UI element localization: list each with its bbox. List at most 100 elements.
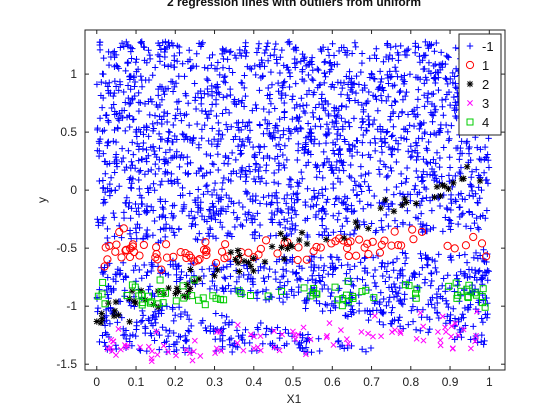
data-point bbox=[123, 194, 131, 201]
data-point bbox=[473, 332, 480, 339]
data-point bbox=[417, 327, 424, 334]
data-point bbox=[475, 299, 482, 306]
data-point bbox=[295, 117, 302, 125]
data-point bbox=[309, 247, 318, 256]
data-point bbox=[147, 95, 154, 103]
data-point bbox=[474, 144, 481, 151]
data-point bbox=[132, 225, 139, 232]
data-point bbox=[148, 267, 155, 275]
data-point bbox=[189, 215, 197, 222]
data-point bbox=[300, 324, 307, 331]
data-point bbox=[96, 140, 103, 147]
data-point bbox=[408, 148, 416, 156]
data-point bbox=[330, 266, 337, 273]
data-point bbox=[405, 321, 412, 328]
data-point bbox=[344, 344, 351, 352]
data-point bbox=[94, 292, 102, 300]
data-point bbox=[267, 232, 274, 240]
x-tick-label: 1 bbox=[486, 375, 493, 389]
data-point bbox=[450, 244, 459, 253]
data-point bbox=[117, 44, 124, 51]
data-point bbox=[480, 341, 487, 348]
data-point bbox=[198, 100, 205, 108]
data-point bbox=[223, 252, 232, 261]
data-point bbox=[159, 211, 167, 219]
data-point bbox=[379, 84, 386, 91]
data-point bbox=[162, 270, 169, 277]
data-point bbox=[409, 235, 418, 244]
data-point bbox=[357, 172, 365, 180]
data-point bbox=[409, 318, 417, 325]
legend-label: 3 bbox=[482, 96, 489, 111]
data-point bbox=[175, 333, 182, 340]
data-point bbox=[442, 320, 450, 327]
data-point bbox=[295, 288, 302, 296]
data-point bbox=[228, 123, 235, 130]
data-point bbox=[183, 281, 191, 288]
x-tick-label: 0.5 bbox=[285, 375, 302, 389]
data-point bbox=[478, 186, 485, 194]
data-point bbox=[359, 139, 366, 146]
data-point bbox=[224, 126, 231, 133]
data-point bbox=[420, 323, 427, 330]
data-point bbox=[198, 126, 206, 133]
data-point bbox=[143, 230, 150, 238]
data-point bbox=[212, 216, 219, 223]
data-point bbox=[221, 274, 228, 281]
data-point bbox=[99, 332, 106, 339]
data-point bbox=[363, 99, 370, 107]
data-point bbox=[414, 149, 421, 157]
data-point bbox=[138, 156, 146, 163]
data-point bbox=[191, 214, 198, 221]
data-point bbox=[334, 175, 342, 182]
data-point bbox=[177, 110, 184, 117]
data-point bbox=[338, 158, 345, 165]
data-point bbox=[273, 60, 281, 67]
data-point bbox=[436, 163, 443, 171]
data-point bbox=[483, 294, 490, 302]
data-point bbox=[380, 321, 387, 328]
data-point bbox=[280, 272, 287, 280]
legend-box bbox=[458, 33, 502, 136]
data-point bbox=[464, 274, 471, 281]
axes-frame bbox=[84, 29, 506, 371]
data-point bbox=[140, 43, 147, 51]
data-point bbox=[149, 207, 157, 214]
data-point bbox=[192, 221, 199, 228]
data-point bbox=[448, 256, 455, 264]
data-point bbox=[443, 300, 451, 308]
data-point bbox=[428, 207, 436, 214]
data-point bbox=[257, 263, 264, 270]
data-point bbox=[280, 161, 287, 169]
data-point bbox=[390, 266, 397, 274]
data-point bbox=[128, 240, 137, 249]
data-point bbox=[395, 57, 402, 64]
data-point bbox=[433, 178, 441, 185]
data-point bbox=[308, 258, 315, 265]
data-point bbox=[309, 77, 317, 84]
data-point bbox=[93, 81, 101, 88]
data-point bbox=[319, 307, 326, 315]
data-point bbox=[470, 254, 478, 261]
data-point bbox=[128, 180, 135, 187]
data-point bbox=[386, 51, 394, 59]
data-point bbox=[107, 89, 114, 97]
data-point bbox=[397, 328, 404, 335]
data-point bbox=[111, 78, 119, 85]
data-point bbox=[225, 282, 232, 289]
data-point bbox=[100, 184, 107, 191]
data-point bbox=[348, 208, 355, 215]
data-point bbox=[372, 229, 379, 236]
data-point bbox=[445, 303, 452, 311]
data-point bbox=[427, 131, 434, 138]
data-point bbox=[149, 72, 156, 79]
data-point bbox=[346, 266, 354, 273]
data-point bbox=[464, 294, 472, 302]
data-point bbox=[152, 243, 161, 252]
data-point bbox=[116, 109, 123, 117]
data-point bbox=[155, 92, 162, 99]
data-point bbox=[267, 52, 274, 59]
data-point bbox=[319, 192, 326, 199]
data-point bbox=[144, 233, 151, 241]
data-point bbox=[383, 173, 390, 181]
